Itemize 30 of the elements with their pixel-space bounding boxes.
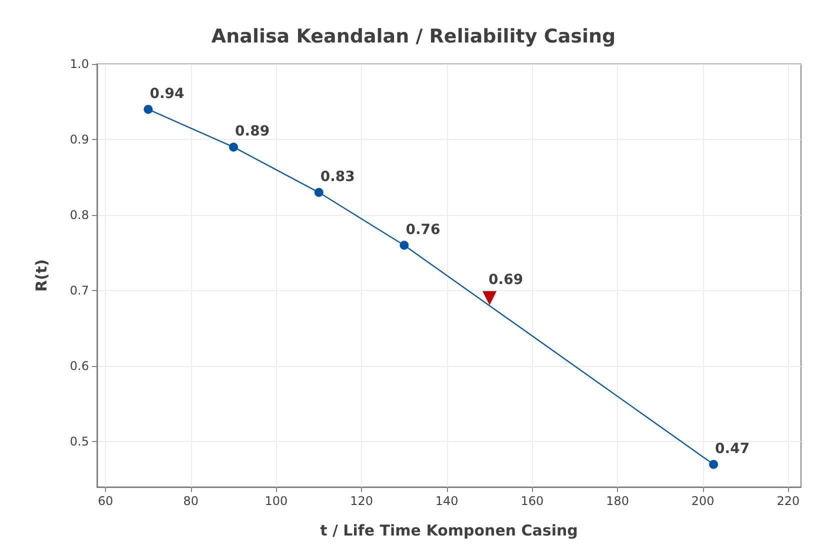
x-tick-label: 80 [183,494,199,508]
data-label: 0.76 [406,222,440,238]
x-tick-label: 180 [606,494,629,508]
point [482,291,497,306]
y-tick-label: 0.8 [70,208,89,222]
x-tick-label: 200 [691,494,714,508]
chart-title: Analisa Keandalan / Reliability Casing [211,26,616,48]
x-axis-title: t / Life Time Komponen Casing [320,522,578,540]
point [400,240,409,250]
x-tick-label: 120 [350,494,373,508]
y-tick-label: 0.6 [70,359,89,374]
data-label: 0.94 [150,86,184,102]
point [144,104,153,114]
x-tick-label: 60 [98,494,114,508]
data-label: 0.69 [488,272,524,288]
point [229,142,238,152]
data-label: 0.83 [320,168,355,185]
y-tick-label: 0.5 [70,434,89,449]
x-tick-label: 220 [776,494,800,508]
data-label: 0.89 [235,124,270,140]
x-tick-label: 100 [264,494,288,508]
y-tick-label: 1.0 [70,57,89,71]
data-label: 0.47 [715,440,750,457]
y-tick-label: 0.7 [70,284,89,298]
y-axis-title: R(t) [32,259,50,292]
point [709,460,718,469]
x-tick-label: 160 [520,494,544,508]
x-tick-label: 140 [435,494,458,508]
y-tick-label: 0.9 [70,132,89,147]
point [314,188,324,197]
